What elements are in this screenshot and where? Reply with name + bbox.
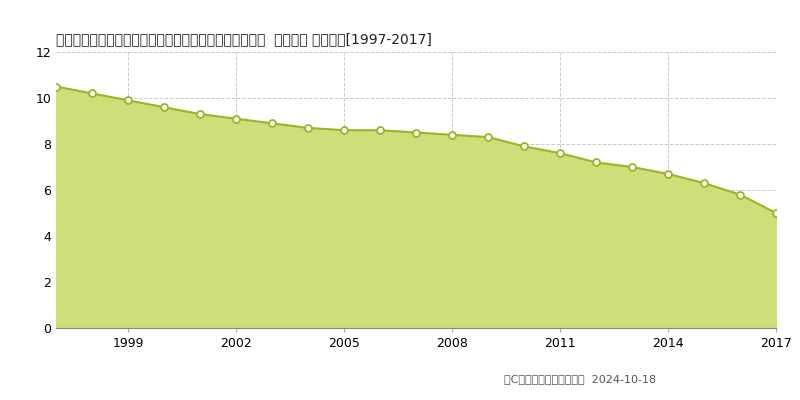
Text: （C）土地価格ドットコム  2024-10-18: （C）土地価格ドットコム 2024-10-18 [504,374,656,384]
Text: 宮崎県児湯郡都農町大字川北字都農中町４８６３番１内  基準地価 地価推移[1997-2017]: 宮崎県児湯郡都農町大字川北字都農中町４８６３番１内 基準地価 地価推移[1997… [56,33,432,47]
